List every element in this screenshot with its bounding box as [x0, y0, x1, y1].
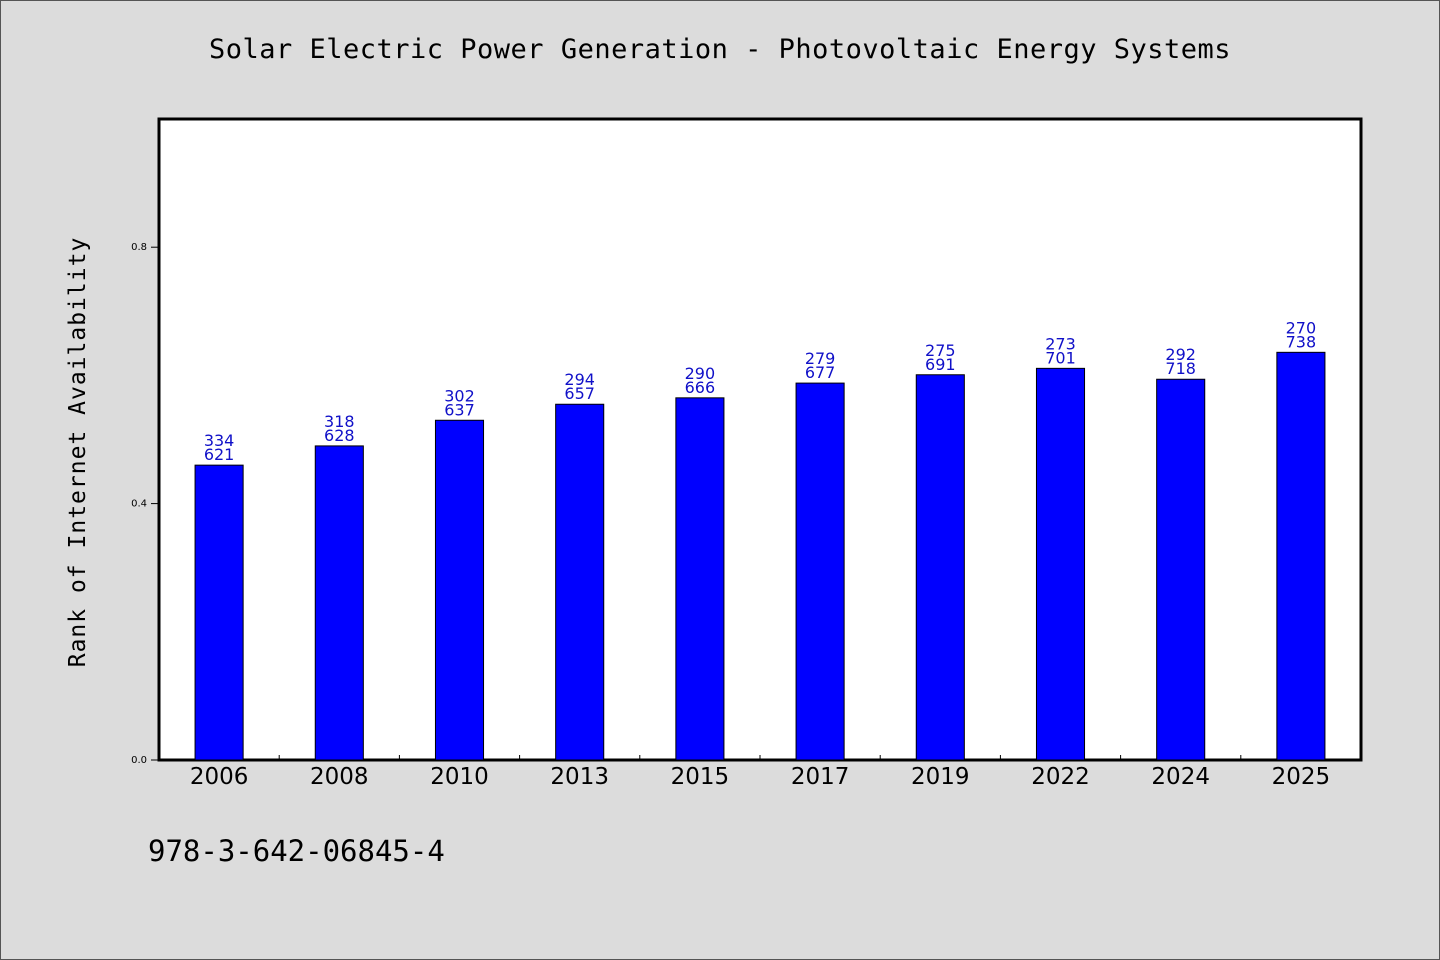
bar-2022	[1035, 367, 1086, 761]
bar-2024	[1156, 378, 1206, 761]
x-tick-label: 2022	[1031, 764, 1090, 790]
x-axis: 2006 2008 2010 2013 2015 2017 2019 2022 2024 2025	[190, 755, 1330, 790]
x-tick-label: 2013	[550, 764, 609, 790]
x-tick-label: 2017	[791, 764, 850, 790]
y-axis-label: Rank of Internet Availability	[65, 237, 91, 668]
x-tick-label: 2010	[430, 764, 489, 790]
y-tick-label: 0.0	[131, 755, 147, 766]
x-tick-label: 2015	[671, 764, 730, 790]
data-label-top: 292	[1165, 345, 1196, 364]
bar-2017	[795, 382, 845, 761]
bar-2015	[675, 397, 725, 761]
data-label-bottom: 637	[444, 400, 475, 419]
data-label-top: 275	[925, 341, 956, 360]
x-tick-label: 2024	[1151, 764, 1210, 790]
bar-2025	[1276, 351, 1326, 761]
data-label-top: 302	[444, 386, 475, 405]
data-label-bottom: 628	[324, 426, 355, 445]
x-tick-label: 2006	[190, 764, 249, 790]
bar-2008	[314, 445, 364, 761]
bar-2019	[915, 374, 965, 761]
data-label-bottom: 701	[1045, 348, 1076, 367]
x-tick-label: 2008	[310, 764, 369, 790]
y-tick-label: 0.8	[131, 242, 147, 253]
bar-2006	[194, 464, 244, 761]
chart-title: Solar Electric Power Generation - Photov…	[208, 34, 1232, 65]
data-label-top: 279	[805, 349, 836, 368]
data-label-top: 294	[564, 370, 595, 389]
y-tick-label: 0.4	[131, 499, 147, 510]
data-label-bottom: 718	[1165, 359, 1196, 378]
x-tick-label: 2025	[1272, 764, 1331, 790]
y-axis: 0.0 0.4 0.8	[131, 242, 159, 766]
data-label-bottom: 677	[805, 363, 836, 382]
bar-2010	[434, 419, 485, 761]
data-label-top: 334	[204, 431, 235, 450]
footer-code: 978-3-642-06845-4	[148, 834, 445, 868]
bar-2013	[555, 403, 605, 761]
data-label-top: 290	[685, 364, 716, 383]
data-label-top: 273	[1045, 334, 1076, 353]
data-label-top: 318	[324, 412, 355, 431]
data-label-top: 270	[1286, 318, 1317, 337]
bar-series	[194, 351, 1326, 761]
data-label-bottom: 738	[1286, 332, 1317, 351]
data-label-bottom: 621	[204, 445, 235, 464]
x-tick-label: 2019	[911, 764, 970, 790]
data-label-bottom: 666	[685, 378, 716, 397]
data-label-bottom: 657	[564, 384, 595, 403]
data-label-bottom: 691	[925, 355, 956, 374]
